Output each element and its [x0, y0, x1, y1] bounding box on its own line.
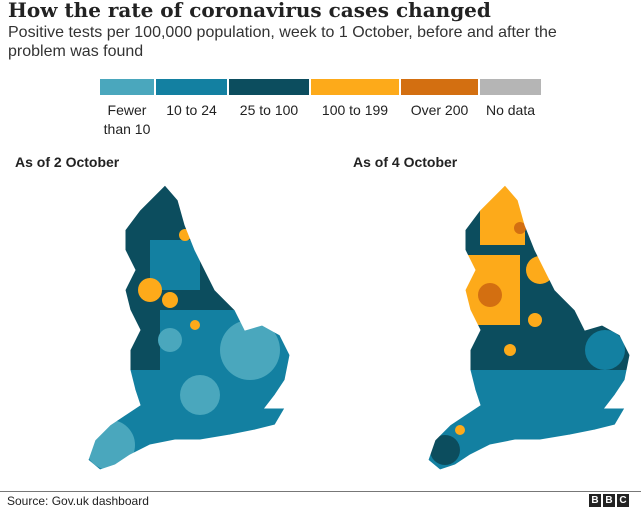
legend-item: 100 to 199: [311, 79, 399, 139]
chart-title: How the rate of coronavirus cases change…: [8, 0, 491, 22]
legend-item: 10 to 24: [156, 79, 227, 139]
map-as-of-2-october: [88, 185, 290, 470]
legend-swatch: [229, 79, 309, 95]
legend-swatch: [100, 79, 154, 95]
legend-swatch: [311, 79, 399, 95]
legend-item: Fewer than 10: [100, 79, 154, 139]
legend-item: No data: [480, 79, 541, 139]
legend: Fewer than 10 10 to 24 25 to 100 100 to …: [100, 79, 543, 139]
source-note: Source: Gov.uk dashboard: [7, 494, 149, 508]
map-label-right: As of 4 October: [353, 154, 458, 170]
map-label-left: As of 2 October: [15, 154, 120, 170]
chart-subtitle: Positive tests per 100,000 population, w…: [8, 24, 557, 60]
map-as-of-4-october: [428, 185, 630, 470]
legend-swatch: [156, 79, 227, 95]
legend-item: Over 200: [401, 79, 478, 139]
maps: [87, 184, 631, 471]
legend-swatch: [401, 79, 478, 95]
legend-swatch: [480, 79, 541, 95]
footer-divider: [0, 491, 641, 492]
legend-item: 25 to 100: [229, 79, 309, 139]
